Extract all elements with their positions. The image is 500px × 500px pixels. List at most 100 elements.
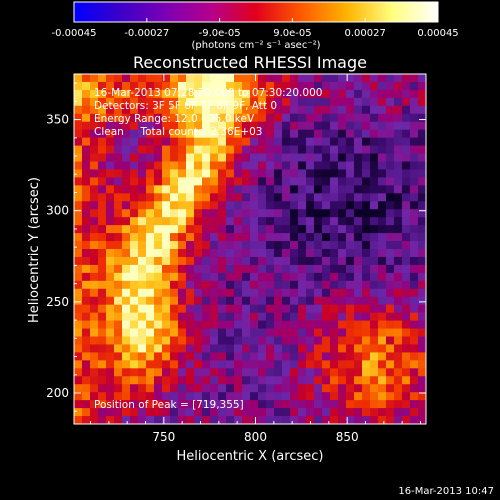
heatmap-cell	[418, 416, 426, 424]
heatmap-cell	[410, 201, 419, 210]
heatmap-cell	[306, 376, 315, 385]
heatmap-cell	[298, 296, 307, 306]
heatmap-cell	[178, 209, 187, 218]
heatmap-cell	[234, 264, 243, 274]
heatmap-cell	[170, 288, 179, 298]
heatmap-cell	[146, 177, 155, 186]
heatmap-cell	[418, 256, 426, 266]
heatmap-cell	[314, 312, 323, 322]
heatmap-cell	[410, 89, 419, 99]
heatmap-cell	[314, 105, 323, 115]
heatmap-cell	[90, 320, 99, 330]
heatmap-cell	[138, 408, 147, 417]
heatmap-cell	[178, 280, 187, 290]
heatmap-cell	[170, 376, 179, 385]
heatmap-cell	[154, 97, 163, 107]
heatmap-cell	[290, 416, 299, 424]
heatmap-cell	[202, 97, 211, 107]
heatmap-cell	[346, 241, 355, 250]
heatmap-cell	[370, 296, 379, 306]
heatmap-cell	[346, 416, 355, 424]
heatmap-cell	[402, 344, 411, 353]
heatmap-cell	[362, 145, 371, 155]
heatmap-cell	[306, 312, 315, 322]
heatmap-cell	[258, 145, 267, 155]
heatmap-cell	[362, 137, 371, 147]
heatmap-cell	[306, 161, 315, 171]
heatmap-cell	[394, 161, 403, 171]
heatmap-cell	[146, 89, 155, 99]
heatmap-cell	[274, 193, 283, 202]
heatmap-cell	[122, 105, 131, 115]
heatmap-cell	[98, 408, 107, 417]
heatmap-cell	[250, 296, 259, 306]
heatmap-cell	[162, 384, 171, 393]
heatmap-cell	[106, 89, 115, 99]
heatmap-cell	[282, 280, 291, 290]
heatmap-cell	[98, 145, 107, 155]
heatmap-cell	[386, 272, 395, 282]
heatmap-cell	[130, 249, 139, 258]
heatmap-cell	[210, 105, 219, 115]
heatmap-cell	[370, 249, 379, 258]
heatmap-cell	[146, 74, 155, 83]
heatmap-cell	[90, 161, 99, 171]
heatmap-cell	[74, 328, 83, 338]
heatmap-cell	[250, 249, 259, 258]
heatmap-cell	[138, 74, 147, 83]
heatmap-cell	[402, 225, 411, 234]
heatmap-cell	[250, 368, 259, 377]
heatmap-cell	[234, 352, 243, 361]
heatmap-cell	[378, 344, 387, 353]
heatmap-cell	[170, 304, 179, 314]
heatmap-cell	[290, 288, 299, 298]
heatmap-cell	[418, 344, 426, 353]
heatmap-cell	[378, 360, 387, 369]
heatmap-cell	[250, 161, 259, 171]
heatmap-cell	[386, 169, 395, 178]
heatmap-cell	[138, 249, 147, 258]
heatmap-cell	[226, 161, 235, 171]
heatmap-cell	[74, 169, 83, 178]
heatmap-cell	[170, 336, 179, 346]
heatmap-cell	[362, 352, 371, 361]
heatmap-cell	[138, 376, 147, 385]
heatmap-cell	[378, 416, 387, 424]
heatmap-cell	[346, 81, 355, 91]
heatmap-cell	[394, 384, 403, 393]
heatmap-cell	[162, 97, 171, 107]
heatmap-cell	[410, 137, 419, 147]
heatmap-cell	[322, 336, 331, 346]
heatmap-cell	[418, 217, 426, 226]
heatmap-cell	[210, 201, 219, 210]
heatmap-cell	[194, 280, 203, 290]
heatmap-cell	[338, 320, 347, 330]
heatmap-cell	[154, 280, 163, 290]
heatmap-cell	[138, 336, 147, 346]
heatmap-cell	[402, 217, 411, 226]
heatmap-cell	[170, 249, 179, 258]
heatmap-cell	[258, 161, 267, 171]
annotation-time-range: 16-Mar-2013 07:28:20.000 to 07:30:20.000	[94, 87, 322, 99]
heatmap-cell	[90, 296, 99, 306]
heatmap-cell	[290, 312, 299, 322]
heatmap-cell	[170, 129, 179, 139]
heatmap-cell	[258, 392, 267, 401]
heatmap-cell	[242, 225, 251, 234]
heatmap-cell	[98, 392, 107, 401]
heatmap-cell	[298, 384, 307, 393]
heatmap-cell	[170, 81, 179, 91]
heatmap-cell	[418, 193, 426, 202]
heatmap-cell	[338, 177, 347, 186]
heatmap-cell	[378, 241, 387, 250]
heatmap-cell	[354, 241, 363, 250]
heatmap-cell	[114, 352, 123, 361]
heatmap-cell	[122, 161, 131, 171]
heatmap-cell	[98, 137, 107, 147]
heatmap-cell	[114, 264, 123, 274]
heatmap-cell	[298, 256, 307, 266]
heatmap-cell	[378, 233, 387, 242]
heatmap-cell	[98, 288, 107, 298]
heatmap-cell	[362, 320, 371, 330]
heatmap-cell	[74, 280, 83, 290]
